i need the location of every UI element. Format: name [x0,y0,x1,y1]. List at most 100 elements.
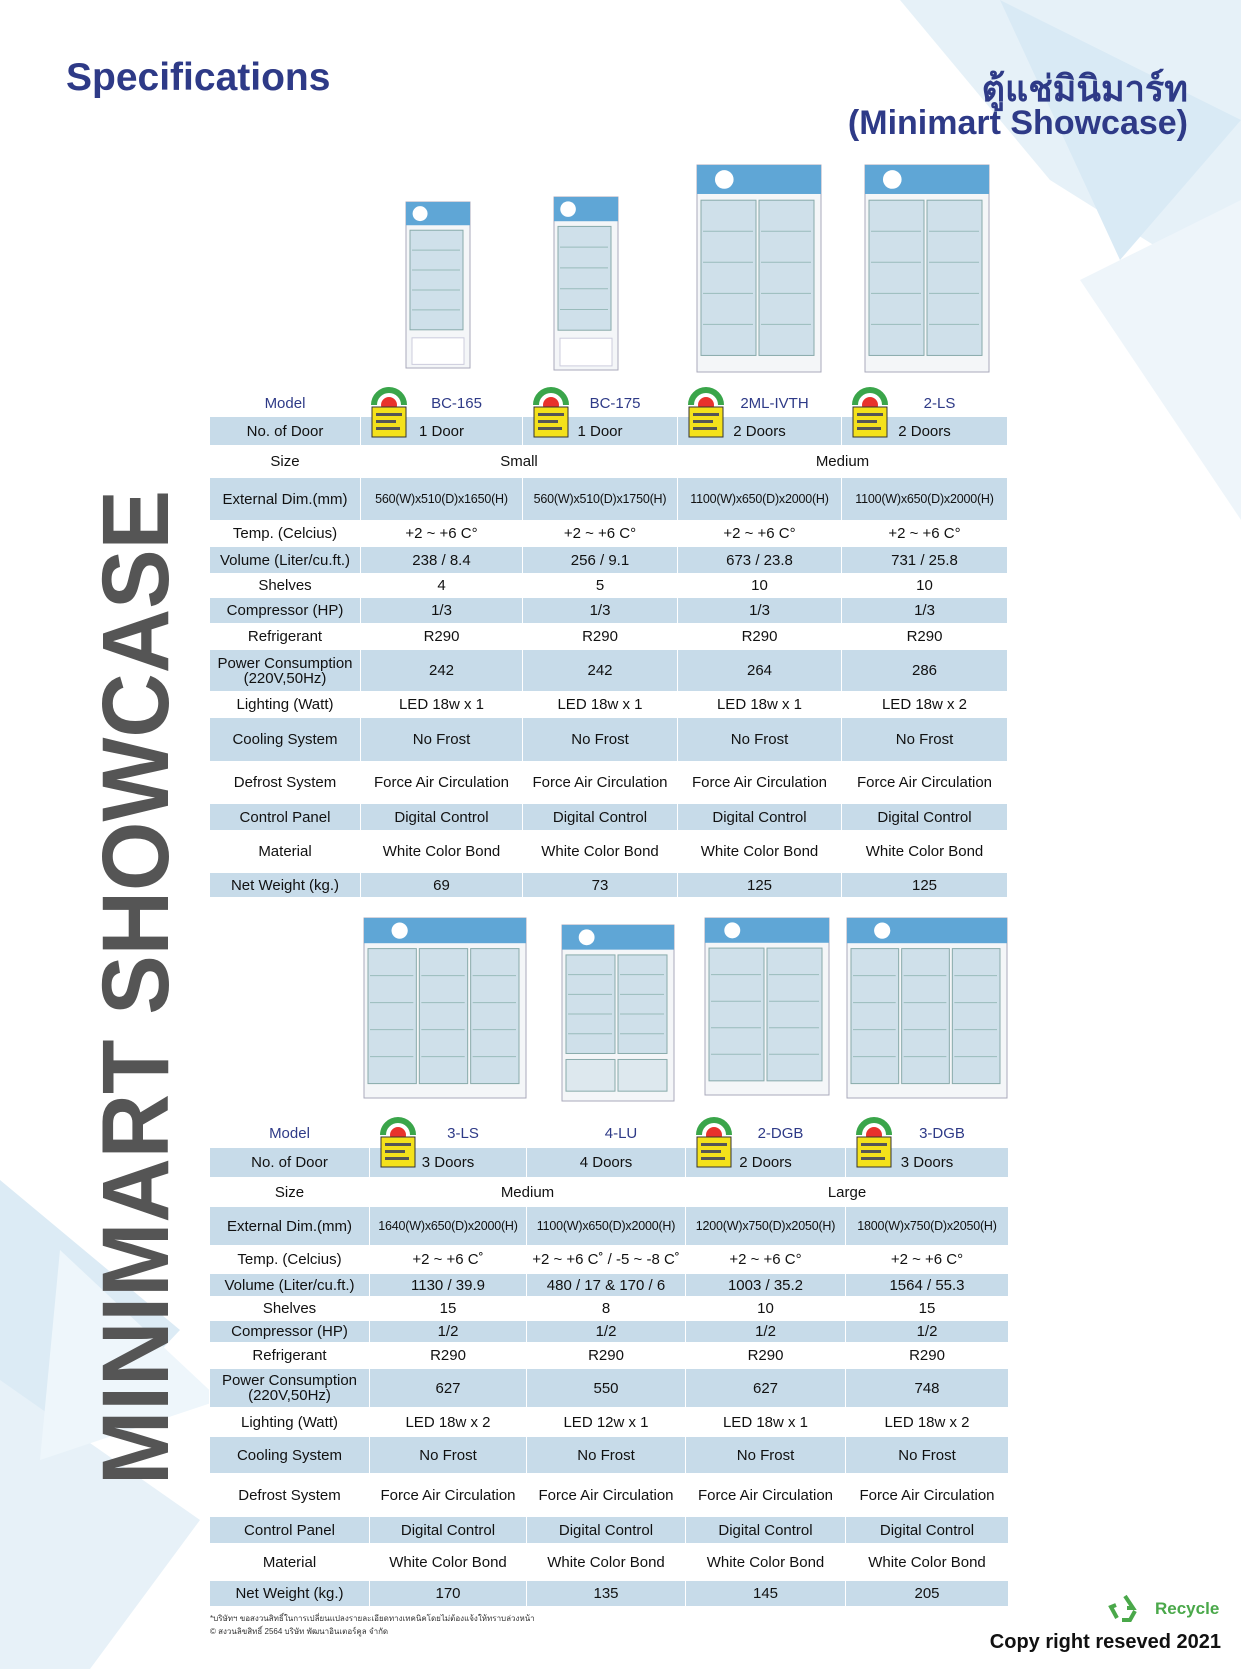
energy-label [377,1117,419,1169]
fridge-part [901,948,950,1085]
row-label: Power Consumption (220V,50Hz) [209,1368,370,1408]
spec-value: 1100(W)x650(D)x2000(H) [526,1206,686,1246]
model-name: 4-LU [526,1119,686,1148]
spec-value: 125 [841,872,1008,898]
spec-value: 170 [369,1580,527,1607]
fridge-part [700,199,757,356]
spec-value: 480 / 17 & 170 / 6 [526,1273,686,1297]
spec-value: 286 [841,649,1008,692]
spec-value: 205 [845,1580,1009,1607]
row-label: Refrigerant [209,1342,370,1369]
spec-value: +2 ~ +6 C° [685,1245,846,1274]
spec-value: LED 18w x 1 [685,1407,846,1437]
spec-value: 238 / 8.4 [360,546,523,574]
spec-value: 125 [677,872,842,898]
row-label: Lighting (Watt) [209,1407,370,1437]
spec-value: Force Air Circulation [526,1473,686,1517]
spec-value: Medium [677,445,1008,478]
spec-value: 10 [677,573,842,598]
energy-label [530,387,572,439]
spec-value: LED 18w x 1 [677,691,842,718]
spec-row: Defrost System Force Air Circulation Force… [209,761,1008,804]
fridge-part [766,947,823,1082]
spec-value: No Frost [677,717,842,762]
spec-value: 1640(W)x650(D)x2000(H) [369,1206,527,1246]
spec-row: Material White Color Bond White Color Bond… [209,830,1008,873]
spec-value: Medium [369,1177,686,1207]
spec-value: White Color Bond [522,830,678,873]
fridge-part [409,229,464,331]
spec-value: 560(W)x510(D)x1750(H) [522,477,678,521]
spec-value: Force Air Circulation [360,761,523,804]
spec-value: White Color Bond [677,830,842,873]
spec-value: R290 [522,623,678,650]
spec-value: +2 ~ +6 C° [845,1245,1009,1274]
spec-row: Compressor (HP) 1/3 1/3 1/3 1/3 [209,597,1008,624]
spec-row: Size Medium Large [209,1177,1009,1207]
spec-value: R290 [841,623,1008,650]
fridge-part [412,206,428,222]
fridge-part [882,170,902,189]
energy-icon [856,1117,892,1168]
spec-value: +2 ~ +6 C° [360,520,523,547]
fridge-part [470,948,520,1085]
fridge-part [705,918,829,943]
row-label: Net Weight (kg.) [209,872,361,898]
spec-value: 10 [685,1296,846,1321]
row-label: Compressor (HP) [209,597,361,624]
spec-value: 69 [360,872,523,898]
spec-value: White Color Bond [841,830,1008,873]
spec-value: 1/3 [522,597,678,624]
side-label: MINIMART SHOWCASE [90,490,189,1485]
spec-value: Digital Control [522,803,678,831]
fridge-part [557,225,612,331]
energy-label [853,1117,895,1169]
spec-row: Temp. (Celcius) +2 ~ +6 C˚ +2 ~ +6 C˚ / -5… [209,1245,1009,1274]
fridge-part [565,1058,616,1092]
fridge-part [874,922,891,939]
row-label: No. of Door [209,416,361,446]
spec-value: 256 / 9.1 [522,546,678,574]
row-label: Control Panel [209,803,361,831]
fridge-part [559,337,613,367]
spec-value: No Frost [685,1436,846,1474]
fridge-part [418,948,469,1085]
spec-value: R290 [677,623,842,650]
spec-table: Model BC-165 BC-175 2ML-IVTH 2-LS No. of Door… [209,389,1008,898]
fridge-part [708,947,765,1082]
fridge-part [714,170,734,189]
spec-value: 1200(W)x750(D)x2050(H) [685,1206,846,1246]
spec-value: No Frost [360,717,523,762]
spec-value: Digital Control [677,803,842,831]
spec-row: Volume (Liter/cu.ft.) 238 / 8.4 256 / 9.1 6… [209,546,1008,574]
copyright: Copy right reseved 2021 [989,1631,1221,1653]
spec-value: Digital Control [685,1516,846,1544]
spec-value: R290 [526,1342,686,1369]
spec-value: 4 [360,573,523,598]
fridge-part [951,948,1001,1085]
spec-value: 1/2 [685,1320,846,1343]
spec-value: White Color Bond [685,1543,846,1581]
spec-value: 8 [526,1296,686,1321]
fridge-part [367,948,417,1085]
row-label: Material [209,1543,370,1581]
spec-value: +2 ~ +6 C° [841,520,1008,547]
energy-label [368,387,410,439]
row-label: Model [209,1119,370,1148]
spec-value: 73 [522,872,678,898]
title: Specifications [66,56,331,99]
spec-value: Force Air Circulation [522,761,678,804]
spec-value: LED 18w x 1 [360,691,523,718]
spec-value: 673 / 23.8 [677,546,842,574]
spec-row: Net Weight (kg.) 170 135 145 205 [209,1580,1009,1607]
spec-value: Small [360,445,678,478]
spec-row: Cooling System No Frost No Frost No Frost No… [209,717,1008,762]
spec-value: R290 [685,1342,846,1369]
spec-value: R290 [369,1342,527,1369]
spec-value: +2 ~ +6 C° [677,520,842,547]
fridge-part [565,954,616,1054]
fridge-part [847,918,1007,944]
spec-value: No Frost [841,717,1008,762]
